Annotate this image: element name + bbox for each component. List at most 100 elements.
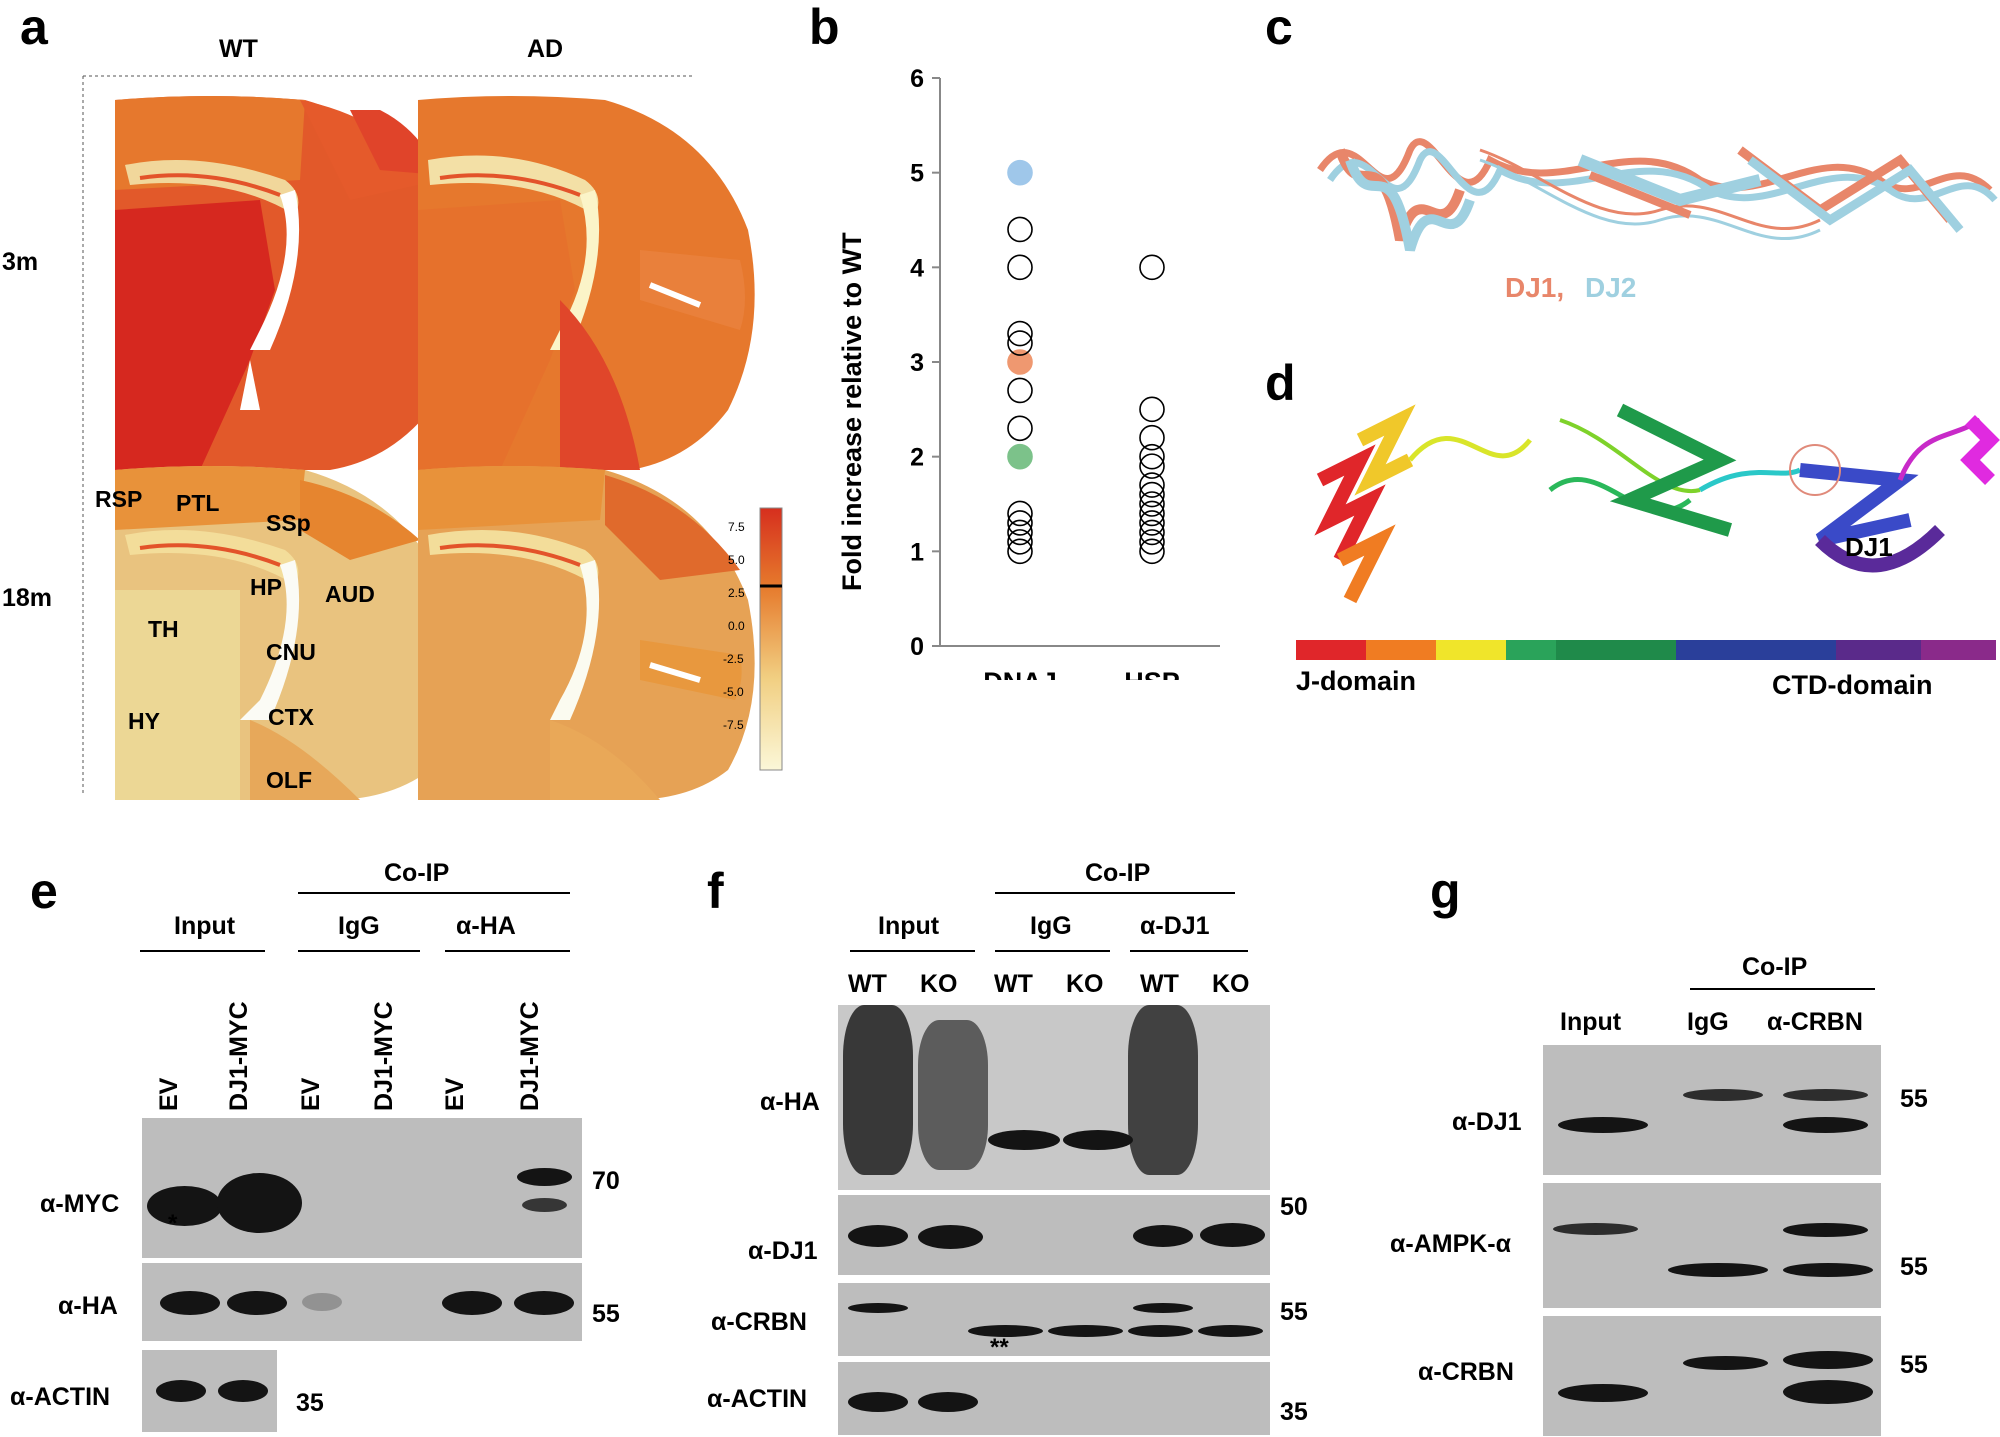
data-point: [1007, 415, 1033, 442]
panel-e-label: e: [30, 863, 58, 919]
y-tick-label: 0: [910, 633, 924, 661]
g-blot-label-ampk: α-AMPK-α: [1390, 1230, 1511, 1258]
legend-dj2: DJ2: [1585, 272, 1637, 303]
panel-b-label: b: [809, 0, 840, 55]
region-olf: OLF: [266, 767, 312, 793]
colorbar-tick: 7.5: [728, 520, 745, 534]
e-group-aha: α-HA: [456, 912, 516, 940]
domain-segment: [1676, 640, 1836, 660]
data-point: [1007, 330, 1033, 356]
data-point: [1007, 254, 1033, 281]
g-mw-55-c: 55: [1900, 1351, 1928, 1379]
e-lane-4: DJ1-MYC: [370, 1001, 398, 1111]
data-point: [1007, 538, 1033, 565]
x-tick-label: HSP: [1124, 667, 1180, 680]
y-tick-label: 2: [910, 444, 924, 472]
f-lane-4: KO: [1066, 970, 1104, 998]
e-mw-70: 70: [592, 1167, 620, 1195]
y-tick-label: 3: [910, 349, 924, 377]
scatter-chart: 0 1 2 3 4 5 6 DNAJ HSP: [910, 65, 1220, 680]
domain-segment: [1366, 640, 1436, 660]
data-point: [1139, 538, 1165, 565]
col-label-wt: WT: [219, 35, 258, 63]
f-lane-2: KO: [920, 970, 958, 998]
f-blot-crbn: [838, 1283, 1270, 1356]
data-point: [1139, 396, 1165, 423]
f-group-igg: IgG: [1030, 912, 1072, 940]
f-mw-50: 50: [1280, 1193, 1308, 1221]
domain-color-bar: [1296, 640, 1996, 660]
e-blot-label-ha: α-HA: [58, 1292, 118, 1320]
e-blot-label-myc: α-MYC: [40, 1190, 120, 1218]
f-mw-55: 55: [1280, 1298, 1308, 1326]
e-blot-myc: [142, 1118, 582, 1258]
data-point: [1139, 510, 1165, 536]
data-point: [1007, 159, 1033, 186]
e-coip-header: Co-IP: [384, 859, 450, 887]
domain-segment: [1296, 640, 1366, 660]
g-blot-crbn: [1543, 1316, 1881, 1436]
f-blot-ha: [838, 1005, 1270, 1190]
protein-structure-overlay: [1317, 138, 1998, 252]
rainbow-protein-structure: [1314, 403, 2000, 604]
data-point: [1007, 529, 1033, 555]
colorbar-tick: 5.0: [728, 553, 745, 567]
f-coip-header: Co-IP: [1085, 859, 1151, 887]
y-tick-label: 5: [910, 160, 924, 188]
data-point: [1139, 254, 1165, 281]
f-lane-3: WT: [994, 970, 1033, 998]
y-tick-label: 6: [910, 65, 924, 93]
domain-segment: [1556, 640, 1676, 660]
g-lane-1: Input: [1560, 1008, 1622, 1036]
f-mw-35: 35: [1280, 1398, 1308, 1426]
domain-segment: [1506, 640, 1556, 660]
region-ptl: PTL: [176, 490, 220, 516]
e-blot-ha: [142, 1263, 582, 1341]
f-asterisk: **: [990, 1334, 1009, 1361]
e-lane-2: DJ1-MYC: [225, 1001, 253, 1111]
row-label-18m: 18m: [2, 584, 53, 612]
e-blot-actin: [142, 1350, 277, 1432]
data-point: [1139, 481, 1165, 508]
g-blot-label-crbn: α-CRBN: [1418, 1358, 1514, 1386]
data-point: [1139, 424, 1165, 451]
e-lane-1: EV: [155, 1077, 183, 1111]
f-blot-actin: [838, 1362, 1270, 1435]
colorbar-tick: 0.0: [728, 619, 745, 633]
colorbar-tick: 2.5: [728, 586, 745, 600]
panel-c-label: c: [1265, 0, 1293, 55]
data-point: [1139, 529, 1165, 555]
domain-segment: [1436, 640, 1506, 660]
domain-segment: [1921, 640, 1996, 660]
data-point: [1139, 491, 1165, 517]
g-coip-header: Co-IP: [1742, 953, 1808, 981]
f-blot-label-ha: α-HA: [760, 1088, 820, 1116]
f-blot-dj1: [838, 1195, 1270, 1275]
data-point: [1139, 453, 1165, 479]
region-aud: AUD: [325, 581, 375, 607]
brain-slice-wt-18m: [115, 466, 457, 800]
e-lane-5: EV: [441, 1077, 469, 1111]
panel-a-label: a: [20, 0, 48, 55]
data-point: [1139, 500, 1165, 527]
colorbar: [759, 507, 783, 771]
brain-slice-ad-3m: [418, 96, 755, 470]
data-point: [1007, 500, 1033, 527]
e-mw-55: 55: [592, 1300, 620, 1328]
brain-slice-ad-18m: [418, 466, 755, 800]
f-blot-label-actin: α-ACTIN: [707, 1385, 808, 1413]
f-group-input: Input: [878, 912, 940, 940]
domain-segment: [1836, 640, 1921, 660]
data-point: [1007, 519, 1033, 546]
e-group-igg: IgG: [338, 912, 380, 940]
region-rsp: RSP: [95, 486, 143, 512]
data-point: [1139, 443, 1165, 470]
region-cnu: CNU: [266, 639, 316, 665]
f-blot-label-dj1: α-DJ1: [748, 1237, 818, 1265]
e-lane-3: EV: [297, 1077, 325, 1111]
x-tick-label: DNAJ: [983, 667, 1057, 680]
panel-d-label: d: [1265, 355, 1296, 411]
data-point: [1007, 216, 1033, 243]
brain-atlas-figure: [82, 75, 783, 800]
e-asterisk: *: [168, 1210, 178, 1237]
